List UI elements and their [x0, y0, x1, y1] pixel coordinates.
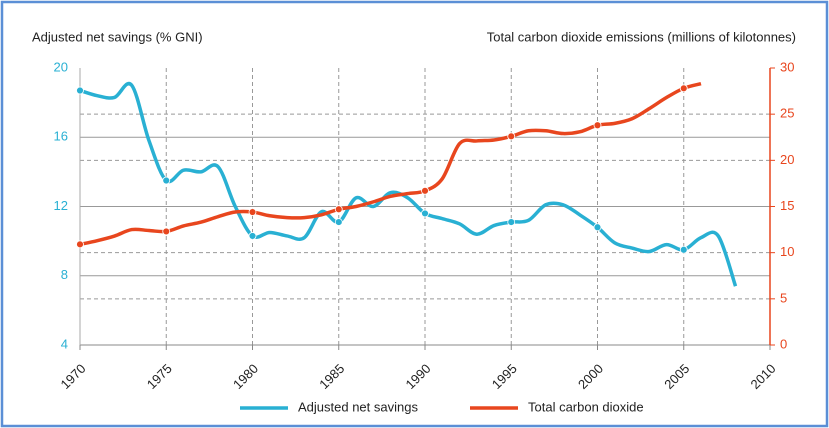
y2-tick-label: 20	[780, 152, 794, 167]
y2-tick-label: 30	[780, 59, 794, 74]
y-tick-label: 4	[61, 336, 68, 351]
y-tick-label: 16	[54, 129, 68, 144]
y2-tick-label: 25	[780, 106, 794, 121]
series-point	[76, 86, 84, 95]
series-point	[162, 176, 171, 185]
series-point	[248, 208, 257, 216]
y-axis-title: Adjusted net savings (% GNI)	[32, 29, 203, 44]
y-tick-label: 12	[54, 198, 68, 213]
series-point	[334, 205, 343, 214]
legend-label: Total carbon dioxide	[528, 399, 644, 414]
legend-label: Adjusted net savings	[298, 399, 418, 414]
y-tick-label: 20	[54, 59, 68, 74]
series-point	[679, 84, 688, 93]
series-point	[334, 218, 343, 226]
y2-tick-label: 0	[780, 336, 787, 351]
series-line	[79, 81, 738, 287]
y2-tick-label: 10	[780, 244, 794, 259]
series-point	[679, 245, 688, 254]
series-point	[593, 223, 602, 232]
series-point	[421, 209, 429, 218]
series-point	[507, 218, 516, 226]
series-point	[76, 240, 84, 249]
y2-tick-label: 15	[780, 198, 794, 213]
series-point	[162, 227, 171, 236]
series-point	[507, 132, 516, 141]
series-point	[593, 121, 602, 130]
y2-tick-label: 5	[780, 290, 787, 305]
y-tick-label: 8	[61, 267, 68, 282]
y2-axis-title: Total carbon dioxide emissions (millions…	[487, 29, 796, 44]
series-point	[421, 186, 429, 195]
series-point	[248, 232, 257, 240]
